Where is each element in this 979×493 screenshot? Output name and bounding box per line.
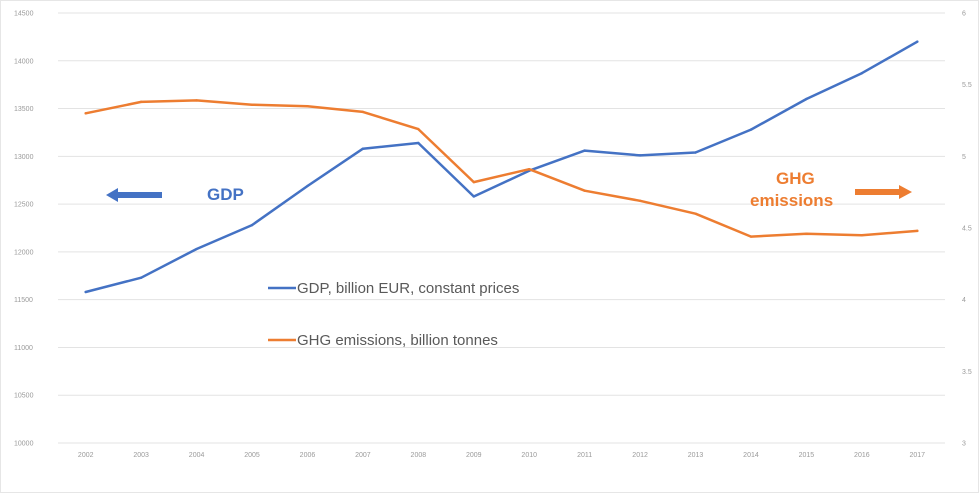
- ghg-point: [805, 232, 808, 235]
- gdp-point: [694, 151, 697, 154]
- x-tick-label: 2009: [466, 452, 482, 459]
- annotation-ghg: GHG emissions: [750, 169, 912, 210]
- ghg-point: [417, 127, 420, 131]
- legend: GDP, billion EUR, constant prices GHG em…: [268, 280, 519, 349]
- gdp-point: [361, 147, 365, 150]
- annotation-gdp: GDP: [106, 185, 244, 204]
- ghg-point: [306, 104, 309, 108]
- y-left-tick-label: 11500: [14, 297, 33, 304]
- ghg-point: [583, 189, 586, 192]
- y-left-tick-label: 11000: [14, 345, 33, 352]
- gdp-point: [250, 223, 254, 227]
- x-tick-label: 2004: [189, 452, 205, 459]
- x-tick-label: 2011: [577, 452, 592, 459]
- y-right-tick-label: 6: [962, 11, 966, 18]
- y-left-tick-label: 13000: [14, 154, 34, 161]
- y-left-tick-label: 10500: [14, 393, 34, 400]
- annotation-gdp-label: GDP: [207, 185, 244, 204]
- ghg-point: [528, 168, 531, 171]
- ghg-point: [250, 103, 254, 106]
- axes: 14500 14000 13500 13000 12500 12000 11500 11000…: [14, 11, 972, 460]
- series-line-ghg: [84, 99, 919, 238]
- series-line-gdp: [84, 40, 919, 294]
- arrow-right-icon: [855, 185, 912, 199]
- y-right-tick-label: 3: [962, 441, 966, 448]
- x-tick-label: 2014: [743, 452, 759, 459]
- x-tick-label: 2006: [300, 452, 316, 459]
- y-left-tick-label: 14000: [14, 58, 34, 65]
- ghg-point: [139, 100, 143, 104]
- series-lines: [84, 40, 919, 294]
- ghg-point: [195, 99, 198, 102]
- x-tick-label: 2008: [411, 452, 427, 459]
- y-left-tick-label: 12500: [14, 202, 34, 209]
- gdp-point: [84, 290, 87, 294]
- gdp-point: [306, 184, 309, 188]
- x-tick-label: 2016: [854, 452, 870, 459]
- y-right-tick-label: 3.5: [962, 369, 972, 376]
- x-tick-label: 2007: [355, 452, 371, 459]
- gdp-point: [472, 195, 475, 198]
- gridlines: [58, 12, 945, 444]
- ghg-point: [916, 229, 919, 233]
- gdp-point: [805, 97, 808, 101]
- annotation-ghg-label-line1: GHG: [776, 169, 815, 188]
- x-tick-label: 2017: [909, 452, 925, 459]
- x-tick-label: 2010: [521, 452, 537, 459]
- ghg-point: [361, 110, 365, 114]
- ghg-point: [694, 212, 697, 215]
- y-right-tick-label: 4: [962, 297, 966, 304]
- y-right-tick-label: 5.5: [962, 82, 972, 89]
- arrow-left-icon: [106, 188, 162, 202]
- y-right-tick-label: 5: [962, 154, 966, 161]
- x-tick-label: 2012: [632, 452, 648, 459]
- ghg-point: [472, 180, 475, 184]
- gdp-point: [139, 276, 143, 279]
- gdp-point: [860, 72, 864, 75]
- y-left-tick-label: 14500: [14, 11, 34, 18]
- legend-gdp-label: GDP, billion EUR, constant prices: [297, 280, 519, 297]
- gdp-point: [195, 247, 198, 251]
- y-left-tick-label: 10000: [14, 441, 34, 448]
- gdp-point: [583, 149, 586, 152]
- ghg-point: [860, 233, 864, 237]
- legend-ghg-label: GHG emissions, billion tonnes: [297, 332, 498, 349]
- x-tick-label: 2015: [799, 452, 815, 459]
- gdp-point: [417, 141, 420, 145]
- x-tick-label: 2005: [244, 452, 260, 459]
- x-tick-label: 2002: [78, 452, 94, 459]
- ghg-point: [638, 199, 642, 202]
- gdp-point: [638, 154, 642, 157]
- y-left-tick-label: 13500: [14, 106, 34, 113]
- gdp-point: [916, 40, 919, 43]
- gdp-point: [749, 128, 753, 131]
- x-tick-label: 2013: [688, 452, 704, 459]
- y-left-tick-label: 12000: [14, 249, 34, 256]
- x-tick-label: 2003: [133, 452, 149, 459]
- y-right-tick-label: 4.5: [962, 226, 972, 233]
- annotation-ghg-label-line2: emissions: [750, 191, 833, 210]
- ghg-point: [84, 112, 87, 115]
- ghg-point: [749, 235, 753, 238]
